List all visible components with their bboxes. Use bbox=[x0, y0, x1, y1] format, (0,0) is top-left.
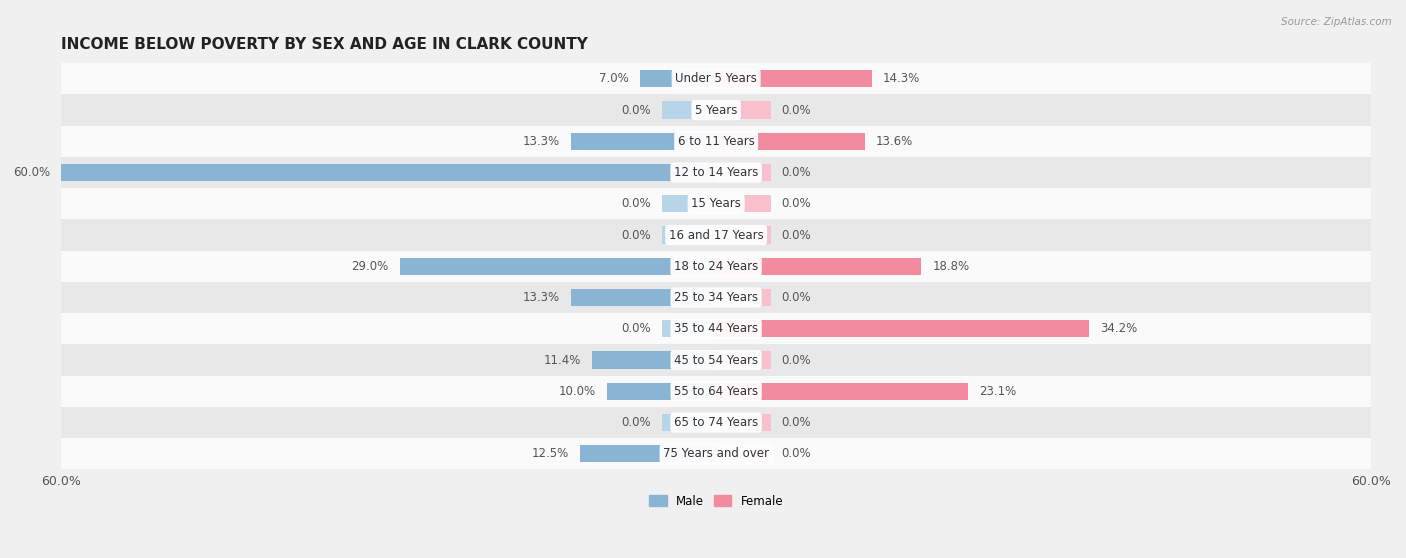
Bar bbox=[662, 227, 716, 244]
Text: INCOME BELOW POVERTY BY SEX AND AGE IN CLARK COUNTY: INCOME BELOW POVERTY BY SEX AND AGE IN C… bbox=[62, 37, 588, 52]
Bar bbox=[62, 376, 1371, 407]
Bar bbox=[662, 195, 716, 213]
Text: 0.0%: 0.0% bbox=[621, 323, 651, 335]
Text: 65 to 74 Years: 65 to 74 Years bbox=[673, 416, 758, 429]
Text: 5 Years: 5 Years bbox=[695, 104, 737, 117]
Text: 0.0%: 0.0% bbox=[621, 198, 651, 210]
Bar bbox=[716, 289, 770, 306]
Text: 29.0%: 29.0% bbox=[352, 260, 388, 273]
Bar bbox=[716, 227, 770, 244]
Bar bbox=[716, 258, 921, 275]
Bar bbox=[662, 102, 716, 119]
Text: 0.0%: 0.0% bbox=[782, 229, 811, 242]
Bar bbox=[716, 383, 969, 400]
Bar bbox=[592, 352, 716, 369]
Text: 0.0%: 0.0% bbox=[621, 416, 651, 429]
Text: 0.0%: 0.0% bbox=[782, 354, 811, 367]
Text: 12 to 14 Years: 12 to 14 Years bbox=[673, 166, 758, 179]
Text: 0.0%: 0.0% bbox=[621, 229, 651, 242]
Text: 0.0%: 0.0% bbox=[782, 291, 811, 304]
Text: Source: ZipAtlas.com: Source: ZipAtlas.com bbox=[1281, 17, 1392, 27]
Text: 13.3%: 13.3% bbox=[523, 291, 560, 304]
Bar bbox=[62, 344, 1371, 376]
Bar bbox=[716, 195, 770, 213]
Text: 0.0%: 0.0% bbox=[782, 448, 811, 460]
Text: 25 to 34 Years: 25 to 34 Years bbox=[673, 291, 758, 304]
Text: 12.5%: 12.5% bbox=[531, 448, 569, 460]
Bar bbox=[716, 320, 1090, 338]
Text: 0.0%: 0.0% bbox=[782, 104, 811, 117]
Bar bbox=[662, 414, 716, 431]
Text: 75 Years and over: 75 Years and over bbox=[664, 448, 769, 460]
Text: 16 and 17 Years: 16 and 17 Years bbox=[669, 229, 763, 242]
Bar bbox=[62, 157, 1371, 188]
Text: 55 to 64 Years: 55 to 64 Years bbox=[673, 385, 758, 398]
Text: 6 to 11 Years: 6 to 11 Years bbox=[678, 135, 755, 148]
Text: 34.2%: 34.2% bbox=[1101, 323, 1137, 335]
Bar bbox=[399, 258, 716, 275]
Text: 23.1%: 23.1% bbox=[979, 385, 1017, 398]
Bar bbox=[716, 133, 865, 150]
Text: 0.0%: 0.0% bbox=[782, 416, 811, 429]
Bar bbox=[62, 407, 1371, 438]
Bar bbox=[716, 352, 770, 369]
Bar bbox=[62, 126, 1371, 157]
Bar bbox=[62, 438, 1371, 469]
Text: 13.6%: 13.6% bbox=[876, 135, 912, 148]
Text: 13.3%: 13.3% bbox=[523, 135, 560, 148]
Bar bbox=[640, 70, 716, 88]
Text: 45 to 54 Years: 45 to 54 Years bbox=[673, 354, 758, 367]
Bar bbox=[62, 188, 1371, 219]
Bar bbox=[662, 320, 716, 338]
Bar bbox=[62, 251, 1371, 282]
Bar bbox=[571, 133, 716, 150]
Bar bbox=[716, 445, 770, 463]
Bar bbox=[62, 164, 716, 181]
Text: 18.8%: 18.8% bbox=[932, 260, 969, 273]
Text: 14.3%: 14.3% bbox=[883, 73, 921, 85]
Text: 11.4%: 11.4% bbox=[543, 354, 581, 367]
Text: Under 5 Years: Under 5 Years bbox=[675, 73, 756, 85]
Text: 0.0%: 0.0% bbox=[782, 166, 811, 179]
Bar bbox=[579, 445, 716, 463]
Bar bbox=[62, 282, 1371, 313]
Text: 35 to 44 Years: 35 to 44 Years bbox=[673, 323, 758, 335]
Text: 0.0%: 0.0% bbox=[782, 198, 811, 210]
Bar bbox=[571, 289, 716, 306]
Bar bbox=[607, 383, 716, 400]
Bar bbox=[716, 414, 770, 431]
Bar bbox=[62, 63, 1371, 94]
Bar bbox=[62, 219, 1371, 251]
Bar bbox=[716, 70, 872, 88]
Text: 7.0%: 7.0% bbox=[599, 73, 628, 85]
Legend: Male, Female: Male, Female bbox=[644, 490, 787, 512]
Text: 15 Years: 15 Years bbox=[692, 198, 741, 210]
Bar bbox=[62, 313, 1371, 344]
Bar bbox=[716, 164, 770, 181]
Text: 18 to 24 Years: 18 to 24 Years bbox=[673, 260, 758, 273]
Text: 10.0%: 10.0% bbox=[560, 385, 596, 398]
Text: 0.0%: 0.0% bbox=[621, 104, 651, 117]
Bar bbox=[62, 94, 1371, 126]
Text: 60.0%: 60.0% bbox=[13, 166, 51, 179]
Bar bbox=[716, 102, 770, 119]
